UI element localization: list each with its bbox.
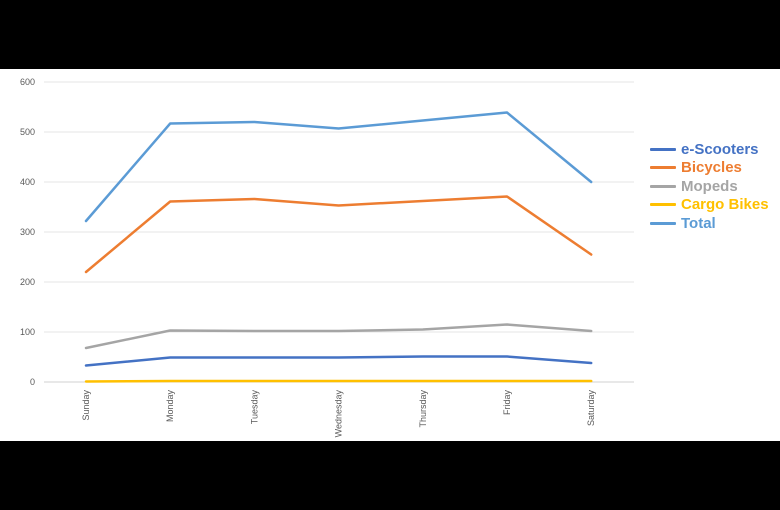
legend-label: Total <box>681 214 716 232</box>
legend-swatch <box>650 203 676 207</box>
series-line-e-scooters <box>84 355 593 367</box>
series-line-cargo-bikes <box>84 379 593 383</box>
legend-item-e-scooters: e-Scooters <box>650 140 778 159</box>
series-line-mopeds <box>84 323 593 350</box>
y-axis-ticks: 0 100 200 300 400 500 600 <box>20 77 35 387</box>
bottom-letterbox <box>0 441 780 510</box>
legend: e-Scooters Bicycles Mopeds Cargo Bikes T… <box>650 140 778 233</box>
x-tick-label: Thursday <box>418 390 428 428</box>
y-tick-label: 500 <box>20 127 35 137</box>
legend-swatch <box>650 147 676 151</box>
legend-label: Cargo Bikes <box>681 196 769 214</box>
y-tick-label: 400 <box>20 177 35 187</box>
legend-item-bicycles: Bicycles <box>650 159 778 178</box>
x-axis-ticks: Sunday Monday Tuesday Wednesday Thursday Frid… <box>81 390 596 438</box>
x-tick-label: Friday <box>502 390 512 416</box>
series-line-bicycles <box>84 195 593 274</box>
y-tick-label: 200 <box>20 277 35 287</box>
x-tick-label: Saturday <box>586 390 596 427</box>
legend-swatch <box>650 221 676 225</box>
y-tick-label: 600 <box>20 77 35 87</box>
legend-item-mopeds: Mopeds <box>650 177 778 196</box>
y-tick-label: 300 <box>20 227 35 237</box>
x-tick-label: Tuesday <box>249 390 259 425</box>
y-tick-label: 0 <box>30 377 35 387</box>
legend-item-total: Total <box>650 214 778 233</box>
x-tick-label: Sunday <box>81 390 91 421</box>
legend-label: e-Scooters <box>681 140 759 158</box>
y-tick-label: 100 <box>20 327 35 337</box>
legend-item-cargo-bikes: Cargo Bikes <box>650 196 778 215</box>
series-lines <box>84 111 593 383</box>
chart-panel <box>0 69 780 441</box>
series-line-total <box>84 111 593 223</box>
x-tick-label: Monday <box>165 390 175 423</box>
legend-label: Bicycles <box>681 159 742 177</box>
legend-swatch <box>650 166 676 170</box>
x-tick-label: Wednesday <box>334 390 344 438</box>
top-letterbox <box>0 0 780 69</box>
legend-swatch <box>650 184 676 188</box>
legend-label: Mopeds <box>681 177 738 195</box>
